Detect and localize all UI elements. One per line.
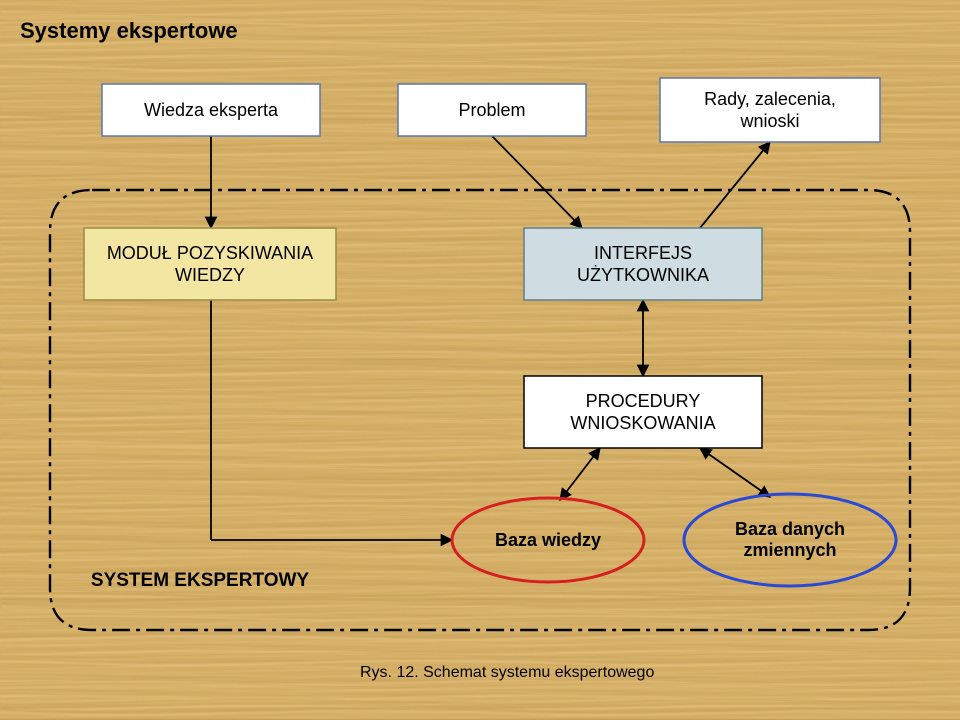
label-system-ekspertowy: SYSTEM EKSPERTOWY xyxy=(70,570,330,600)
node-label-wiedza-eksperta: Wiedza eksperta xyxy=(102,84,320,136)
node-label-problem: Problem xyxy=(398,84,586,136)
node-label-rady: Rady, zalecenia,wnioski xyxy=(660,78,880,142)
node-label-interfejs: INTERFEJSUŻYTKOWNIKA xyxy=(524,228,762,300)
page-title: Systemy ekspertowe xyxy=(20,18,238,44)
node-label-baza-wiedzy: Baza wiedzy xyxy=(452,498,644,582)
figure-caption: Rys. 12. Schemat systemu ekspertowego xyxy=(360,664,654,682)
node-label-baza-danych: Baza danychzmiennych xyxy=(684,494,896,586)
node-label-procedury: PROCEDURYWNIOSKOWANIA xyxy=(524,376,762,448)
node-label-modul-pozyskiwania: MODUŁ POZYSKIWANIAWIEDZY xyxy=(84,228,336,300)
